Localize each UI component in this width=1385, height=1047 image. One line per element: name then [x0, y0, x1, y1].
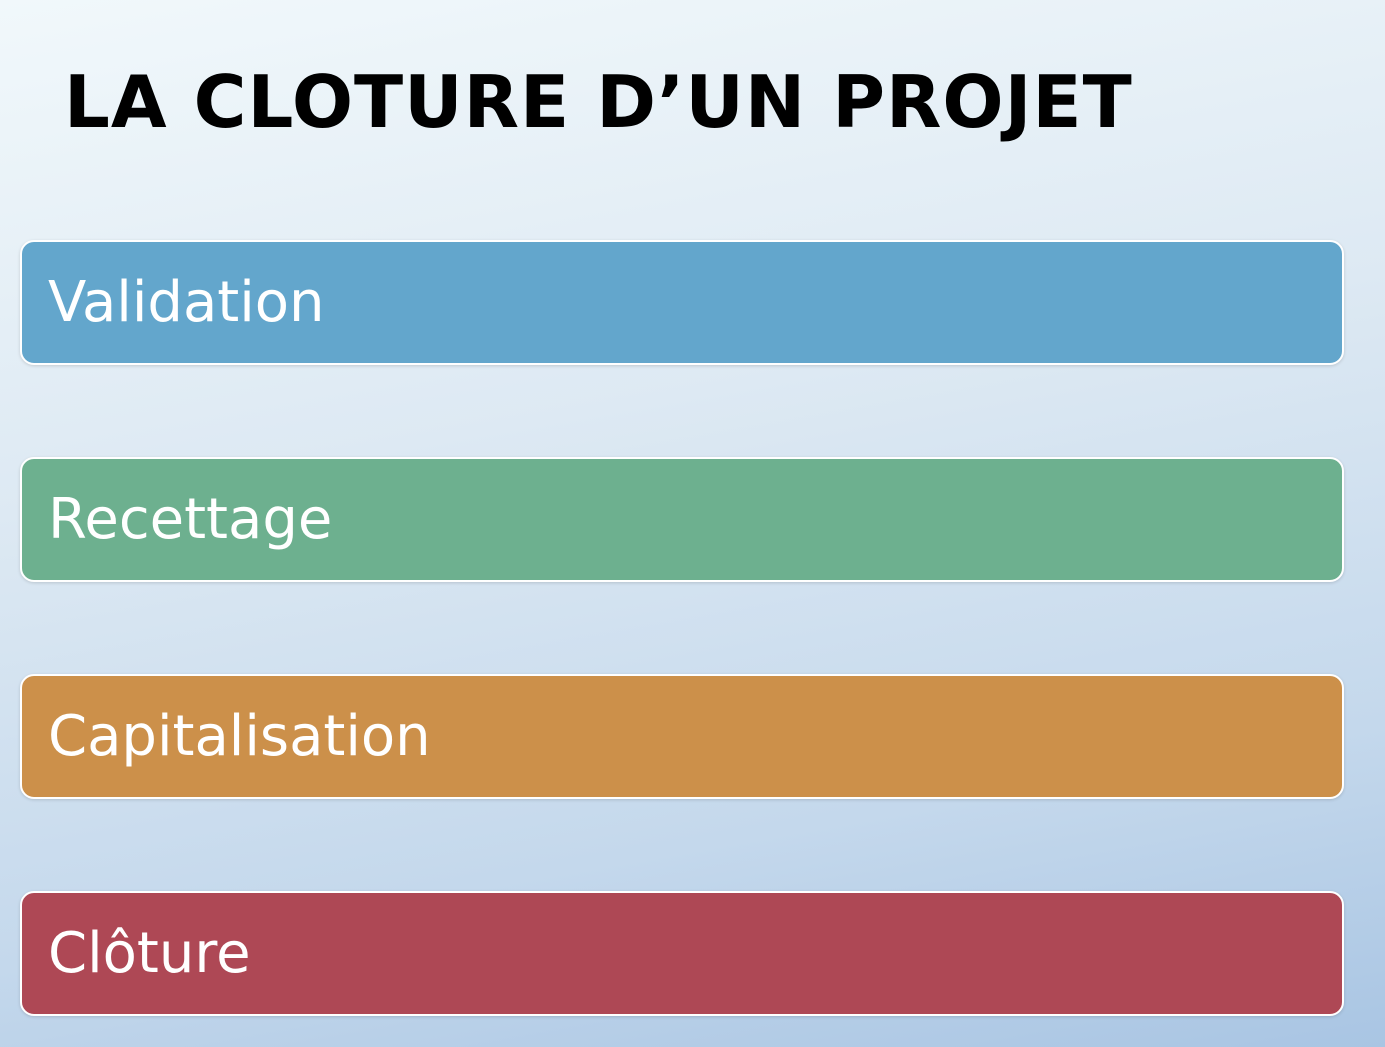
step-label: Validation — [48, 270, 325, 335]
slide-title: LA CLOTURE D’UN PROJET — [64, 60, 1133, 144]
steps-list: Validation Recettage Capitalisation Clôt… — [20, 240, 1344, 1016]
step-label: Capitalisation — [48, 704, 431, 769]
step-label: Recettage — [48, 487, 333, 552]
step-validation: Validation — [20, 240, 1344, 365]
step-capitalisation: Capitalisation — [20, 674, 1344, 799]
step-recettage: Recettage — [20, 457, 1344, 582]
step-cloture: Clôture — [20, 891, 1344, 1016]
step-label: Clôture — [48, 921, 251, 986]
